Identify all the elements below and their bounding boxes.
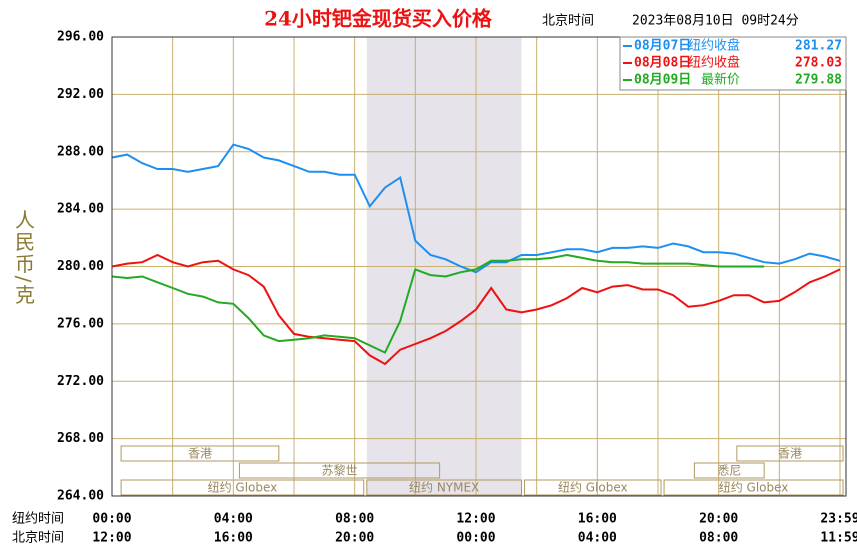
y-axis-label: 人民币/克 <box>12 209 36 306</box>
x-tick-label: 23:59 <box>820 512 857 527</box>
session-box <box>693 462 765 479</box>
legend-value: 278.03 <box>795 56 842 71</box>
legend-box <box>619 36 847 91</box>
session-label: 纽约 Globex <box>719 480 789 495</box>
legend-name: 08月08日 <box>634 56 691 71</box>
x-row-label: 北京时间 <box>12 531 64 546</box>
series-line <box>111 253 765 354</box>
x2-tick-label: 04:00 <box>578 531 617 546</box>
session-box <box>238 462 441 479</box>
x2-tick-label: 16:00 <box>214 531 253 546</box>
y-tick-label: 272.00 <box>57 374 104 389</box>
x-tick-label: 16:00 <box>578 512 617 527</box>
session-label: 香港 <box>778 447 802 461</box>
y-tick-label: 280.00 <box>57 259 104 274</box>
y-tick-label: 288.00 <box>57 144 104 159</box>
x-tick-label: 08:00 <box>335 512 374 527</box>
time-zone: 北京时间 <box>542 14 594 29</box>
y-tick-label: 296.00 <box>57 30 104 45</box>
x2-tick-label: 00:00 <box>456 531 495 546</box>
session-box <box>120 445 280 462</box>
session-label: 悉尼 <box>717 464 741 478</box>
y-tick-label: 268.00 <box>57 431 104 446</box>
y-tick-label: 284.00 <box>57 202 104 217</box>
x2-tick-label: 20:00 <box>335 531 374 546</box>
x2-tick-label: 08:00 <box>699 531 738 546</box>
chart-title: 24小时钯金现货买入价格 <box>264 7 493 31</box>
session-box <box>736 445 844 462</box>
session-label: 苏黎世 <box>321 464 357 478</box>
legend-label: 最新价 <box>701 72 740 88</box>
session-box <box>120 479 365 496</box>
x-tick-label: 20:00 <box>699 512 738 527</box>
session-label: 纽约 Globex <box>208 480 278 495</box>
legend-value: 281.27 <box>795 39 842 54</box>
plot-frame <box>111 36 847 497</box>
session-box <box>366 479 522 496</box>
legend-name: 08月07日 <box>634 39 691 54</box>
legend-label: 纽约收盘 <box>688 55 740 71</box>
x-row-label: 纽约时间 <box>12 512 64 527</box>
legend-name: 08月09日 <box>634 73 691 88</box>
session-label: 纽约 NYMEX <box>409 480 479 495</box>
series-line <box>111 143 841 274</box>
y-tick-label: 292.00 <box>57 87 104 102</box>
y-tick-label: 276.00 <box>57 316 104 331</box>
session-box <box>663 479 844 496</box>
session-box <box>524 479 662 496</box>
x-tick-label: 12:00 <box>456 512 495 527</box>
legend-value: 279.88 <box>795 73 842 88</box>
y-tick-label: 264.00 <box>57 489 104 504</box>
timestamp: 2023年08月10日 09时24分 <box>632 14 799 29</box>
x2-tick-label: 11:59 <box>820 531 857 546</box>
x2-tick-label: 12:00 <box>92 531 131 546</box>
legend-label: 纽约收盘 <box>688 38 740 54</box>
x-tick-label: 04:00 <box>214 512 253 527</box>
series-line <box>111 253 841 366</box>
x-tick-label: 00:00 <box>92 512 131 527</box>
session-label: 纽约 Globex <box>558 480 628 495</box>
session-label: 香港 <box>188 447 212 461</box>
